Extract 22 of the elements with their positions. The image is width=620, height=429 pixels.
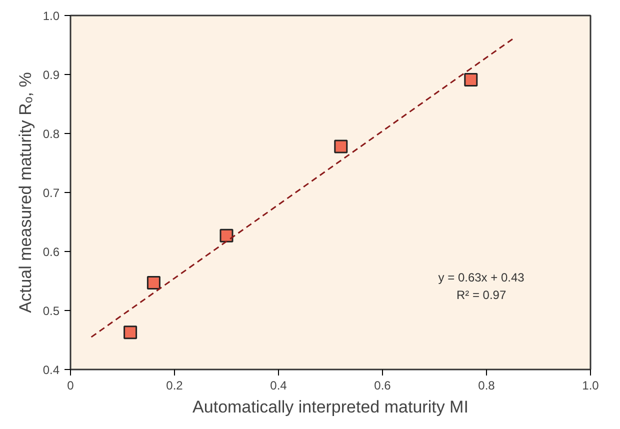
point bbox=[124, 326, 138, 340]
x-tick-label: 0.6 bbox=[374, 378, 392, 392]
x-tick-label: 1.0 bbox=[582, 378, 600, 392]
point bbox=[464, 73, 478, 87]
y-axis-title: Actual measured maturity Rₒ, % bbox=[16, 72, 35, 313]
x-tick-label: 0.8 bbox=[478, 378, 496, 392]
y-tick-label: 1.0 bbox=[42, 9, 60, 23]
x-tick-label: 0.2 bbox=[166, 378, 184, 392]
y-tick-label: 0.9 bbox=[42, 68, 60, 82]
point bbox=[146, 276, 160, 290]
y-tick-label: 0.8 bbox=[42, 127, 60, 141]
annotation: R² = 0.97 bbox=[456, 288, 506, 302]
y-tick-label: 0.4 bbox=[42, 363, 60, 377]
y-tick-label: 0.6 bbox=[42, 245, 60, 259]
annotation: y = 0.63x + 0.43 bbox=[438, 270, 525, 285]
point bbox=[220, 228, 234, 242]
x-tick-label: 0.4 bbox=[270, 378, 288, 392]
y-tick-label: 0.5 bbox=[42, 304, 60, 318]
x-tick-label: 0 bbox=[67, 378, 74, 392]
y-tick-label: 0.7 bbox=[42, 186, 60, 200]
x-axis-title: Automatically interpreted maturity MI bbox=[192, 398, 468, 416]
point bbox=[334, 140, 348, 154]
